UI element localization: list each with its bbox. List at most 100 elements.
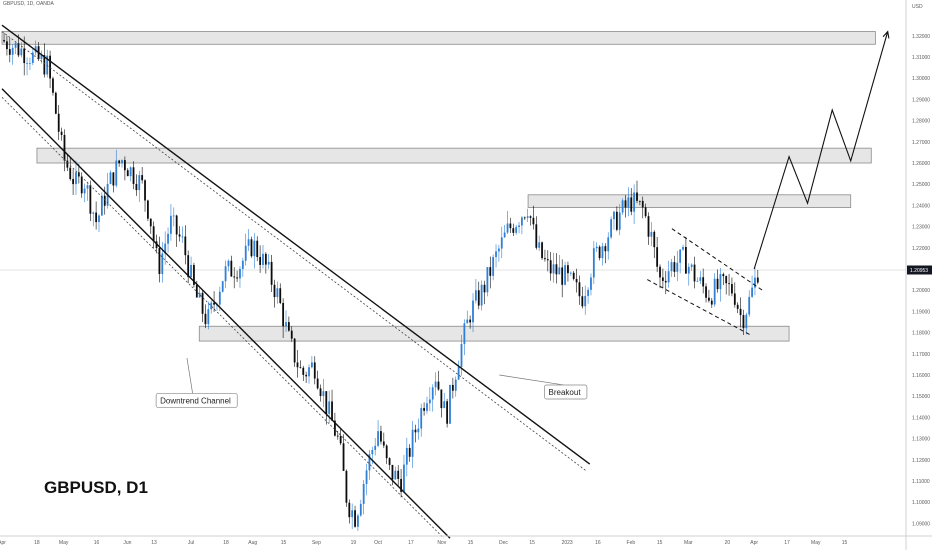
candle-body (630, 197, 633, 212)
x-tick-label: 15 (657, 540, 663, 546)
candle-body (138, 175, 141, 191)
y-tick-label: 1.20000 (912, 288, 930, 294)
zone-3 (198, 325, 790, 342)
candle-body (339, 435, 342, 444)
zones-layer (0, 31, 906, 342)
candle-body (40, 55, 43, 60)
candle-body (336, 435, 339, 437)
y-tick-label: 1.14000 (912, 415, 930, 421)
candle-body (290, 330, 293, 339)
candle-body (69, 167, 72, 180)
candle-body (316, 378, 319, 389)
candle-body (403, 464, 405, 492)
candle-body (345, 470, 348, 503)
candle-body (437, 381, 440, 390)
candle-body (693, 264, 696, 282)
candle-body (8, 49, 11, 55)
candle-body (3, 40, 5, 42)
candle-body (123, 160, 126, 171)
candle-body (250, 239, 253, 257)
candle-body (661, 277, 664, 281)
candle-body (259, 257, 262, 265)
candle-body (287, 322, 290, 331)
candle-body (164, 243, 167, 254)
candle-body (126, 170, 129, 177)
candle-body (529, 216, 532, 218)
candle-body (457, 366, 460, 380)
candle-body (204, 313, 207, 325)
candle-body (149, 218, 152, 227)
candle-body (144, 180, 146, 201)
candle-body (66, 160, 69, 168)
candle-body (241, 260, 244, 269)
candle-body (604, 246, 607, 252)
y-tick-label: 1.22000 (912, 246, 930, 252)
y-tick-label: 1.32000 (912, 34, 930, 40)
candle-body (270, 261, 273, 285)
x-axis[interactable]: Apr 18 May 16 Jun 13 Jul 18 Aug 15 Sep 19 Oct 17 Nov 15… (0, 540, 848, 546)
candle-body (328, 401, 331, 414)
candle-body (466, 319, 469, 324)
candle-body (713, 278, 716, 305)
candle-body (380, 431, 382, 442)
candle-body (302, 367, 305, 375)
candle-body (716, 278, 719, 290)
currency-label: USD (912, 4, 923, 10)
y-tick-label: 1.10000 (912, 500, 930, 506)
candle-body (408, 447, 411, 457)
candle-body (673, 262, 676, 272)
candle-body (141, 175, 144, 181)
candle-body (348, 502, 351, 518)
candle-body (282, 303, 285, 327)
candle-body (267, 261, 270, 265)
candle-body (676, 262, 679, 272)
candle-body (293, 338, 296, 363)
candle-body (659, 266, 661, 278)
candle-body (561, 267, 564, 285)
candle-body (233, 276, 236, 278)
x-tick-label: Oct (374, 540, 382, 546)
y-tick-label: 1.26000 (912, 161, 930, 167)
candle-body (509, 223, 512, 229)
candle-body (351, 510, 354, 518)
candle-body (322, 391, 325, 397)
candle-body (112, 172, 115, 186)
candle-body (230, 260, 233, 277)
y-tick-label: 1.12000 (912, 458, 930, 464)
x-tick-label: May (59, 540, 69, 546)
candle-body (118, 160, 121, 164)
candle-body (296, 362, 299, 368)
candle-body (23, 48, 26, 64)
candle-body (656, 247, 659, 267)
x-tick-label: Jun (123, 540, 131, 546)
wedge-lower-line (647, 279, 751, 336)
x-tick-label: 15 (842, 540, 848, 546)
candle-body (486, 267, 489, 293)
candle-body (253, 240, 256, 257)
candle-body (756, 277, 759, 283)
y-axis[interactable]: 1.32000 1.31000 1.30000 1.29000 1.28000 1.270… (912, 34, 930, 528)
candle-body (523, 217, 526, 219)
candle-body (587, 289, 589, 296)
x-tick-label: 19 (351, 540, 357, 546)
candle-body (641, 200, 644, 208)
candle-body (474, 290, 477, 301)
candle-body (653, 231, 656, 248)
symbol-header: GBPUSD, 1D, OANDA (3, 1, 55, 7)
candle-body (172, 215, 175, 217)
candle-body (411, 429, 414, 457)
candle-body (497, 248, 500, 252)
candle-body (218, 291, 221, 305)
x-tick-label: 20 (725, 540, 731, 546)
candle-body (184, 236, 187, 256)
y-tick-label: 1.28000 (912, 119, 930, 125)
candle-body (532, 217, 535, 225)
candle-body (371, 450, 374, 455)
candle-body (20, 48, 23, 56)
candle-body (679, 249, 682, 263)
candle-body (201, 292, 204, 314)
chart-title: GBPUSD, D1 (44, 478, 148, 497)
candle-body (187, 255, 190, 278)
candle-body (469, 319, 472, 323)
